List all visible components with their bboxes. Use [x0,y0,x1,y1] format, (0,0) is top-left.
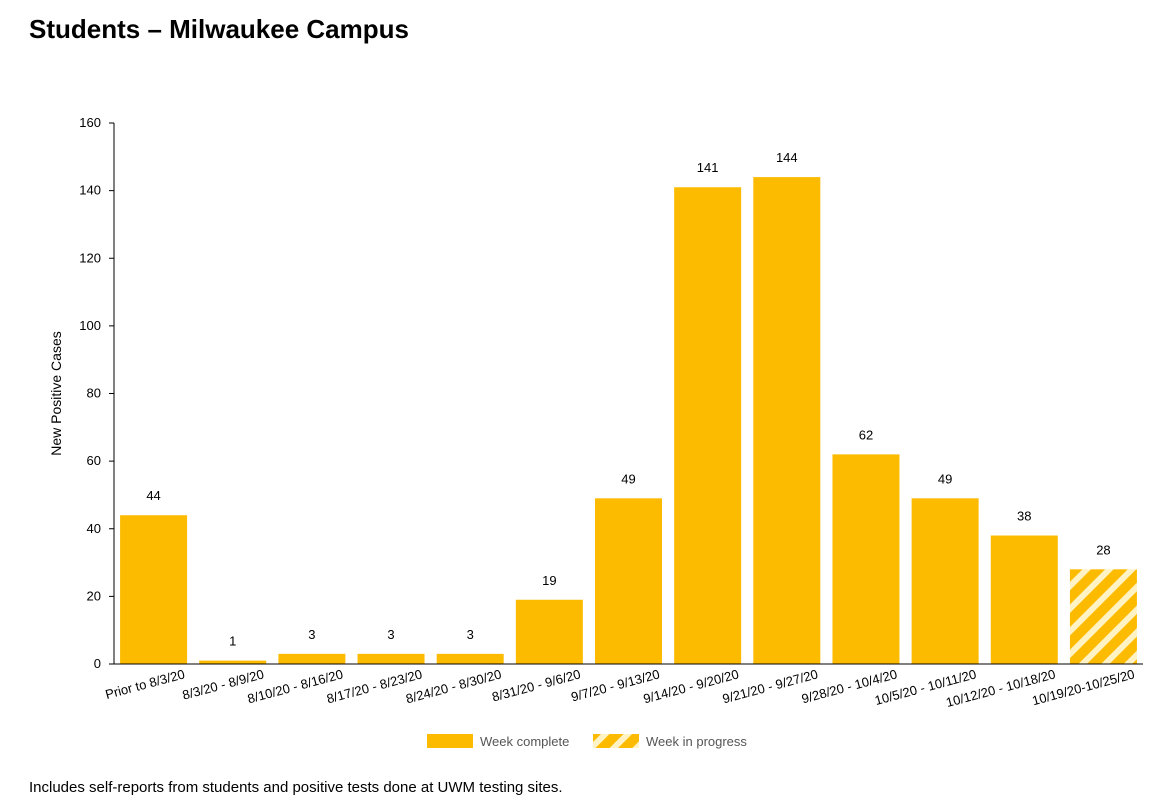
bar [674,187,742,664]
bar-value-label: 38 [1017,509,1031,524]
bar-value-label: 49 [938,471,952,486]
bar-value-label: 19 [542,573,556,588]
bar-value-label: 3 [387,627,394,642]
bar-value-label: 141 [697,160,719,175]
y-tick-label: 160 [79,115,101,130]
bar [357,653,425,664]
bar-value-label: 44 [146,488,160,503]
bar-in-progress [1069,569,1137,664]
bar [832,454,900,664]
bar-value-label: 49 [621,471,635,486]
footnote: Includes self-reports from students and … [29,779,563,796]
legend-label: Week in progress [646,734,747,749]
y-tick-label: 80 [87,386,101,401]
x-tick-label: Prior to 8/3/20 [104,666,187,702]
y-tick-label: 60 [87,453,101,468]
bar [753,177,821,664]
bar [120,515,188,664]
y-axis-title: New Positive Cases [48,331,64,456]
y-tick-label: 40 [87,521,101,536]
bar [990,535,1058,664]
bar-value-label: 3 [308,627,315,642]
bar-value-label: 144 [776,150,798,165]
bar [595,498,662,664]
y-tick-label: 100 [79,318,101,333]
y-axis: 0 20 40 60 80 100 120 140 160 New Positive Cases [48,115,115,671]
bar [199,660,267,664]
bar [436,653,504,664]
bar-value-label: 28 [1096,542,1110,557]
x-tick-label: 8/31/20 - 9/6/20 [490,666,582,704]
bar [515,599,583,664]
bar [278,653,346,664]
bar-value-label: 1 [229,634,236,649]
legend: Week complete Week in progress [427,734,747,749]
legend-swatch-complete [427,734,473,748]
bars: 44 1 3 3 3 19 49 141 144 62 49 38 28 [120,150,1137,664]
legend-swatch-in-progress [593,734,639,748]
bar-value-label: 3 [467,627,474,642]
y-tick-label: 20 [87,588,101,603]
x-axis: Prior to 8/3/208/3/20 - 8/9/208/10/20 - … [104,663,1143,710]
page-title: Students – Milwaukee Campus [29,14,409,44]
y-tick-label: 120 [79,250,101,265]
y-tick-label: 140 [79,183,101,198]
y-tick-label: 0 [94,656,101,671]
bar-value-label: 62 [859,427,873,442]
legend-label: Week complete [480,734,569,749]
bar [911,498,979,664]
